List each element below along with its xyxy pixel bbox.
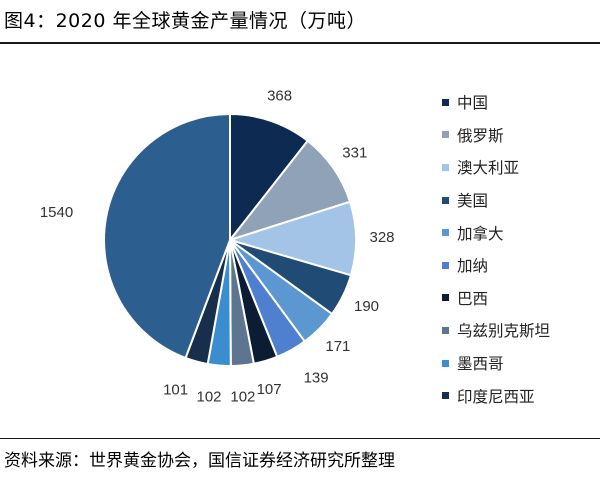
data-label-5: 171 [325, 338, 350, 355]
legend-label: 俄罗斯 [457, 126, 504, 145]
legend-item: 中国 [442, 86, 550, 119]
legend-swatch [442, 294, 449, 302]
legend-swatch [442, 392, 449, 400]
legend-item: 巴西 [442, 282, 550, 315]
data-label-6: 139 [304, 370, 329, 387]
legend-item: 乌兹别克斯坦 [442, 314, 550, 347]
legend-item: 俄罗斯 [442, 119, 550, 152]
data-label-8: 102 [230, 388, 255, 405]
legend-swatch [442, 326, 449, 334]
legend-item: 印度尼西亚 [442, 379, 550, 412]
legend-label: 澳大利亚 [457, 159, 520, 178]
legend-label: 乌兹别克斯坦 [457, 322, 551, 341]
legend-label: 中国 [457, 94, 489, 113]
legend-label: 加纳 [457, 257, 489, 276]
legend-label: 加拿大 [457, 224, 504, 243]
legend-swatch [442, 261, 449, 269]
legend-label: 巴西 [457, 289, 489, 308]
data-label-4: 190 [354, 298, 379, 315]
data-label-7: 107 [257, 381, 282, 398]
legend-swatch [442, 131, 449, 139]
legend-item: 加纳 [442, 249, 550, 282]
data-label-3: 328 [369, 229, 394, 246]
legend-item: 澳大利亚 [442, 151, 550, 184]
pie-slice-11 [103, 112, 231, 360]
page-title: 图4：2020 年全球黄金产量情况（万吨） [4, 10, 366, 32]
data-label-1: 368 [267, 87, 292, 104]
legend-item: 美国 [442, 184, 550, 217]
legend-swatch [442, 163, 449, 171]
chart-legend: 中国俄罗斯澳大利亚美国加拿大加纳巴西乌兹别克斯坦 墨西哥印度尼西亚 [442, 86, 550, 412]
pie-slice-2 [227, 139, 352, 242]
data-label-2: 331 [342, 144, 367, 161]
legend-label: 墨西哥 [457, 355, 504, 374]
legend-swatch [442, 359, 449, 367]
source-divider [0, 438, 600, 439]
pie-slice-1 [229, 112, 310, 243]
legend-label: 美国 [457, 192, 489, 211]
legend-swatch [442, 98, 449, 106]
legend-swatch [442, 229, 449, 237]
data-label-11: 1540 [40, 204, 73, 221]
title-divider [0, 42, 600, 44]
legend-item: 墨西哥 [442, 347, 550, 380]
legend-item: 加拿大 [442, 216, 550, 249]
legend-swatch [442, 196, 449, 204]
legend-label: 印度尼西亚 [457, 387, 535, 406]
data-label-10: 101 [163, 381, 188, 398]
pie-slices [103, 112, 357, 368]
source-note: 资料来源：世界黄金协会，国信证券经济研究所整理 [4, 451, 395, 471]
data-label-9: 102 [196, 388, 221, 405]
